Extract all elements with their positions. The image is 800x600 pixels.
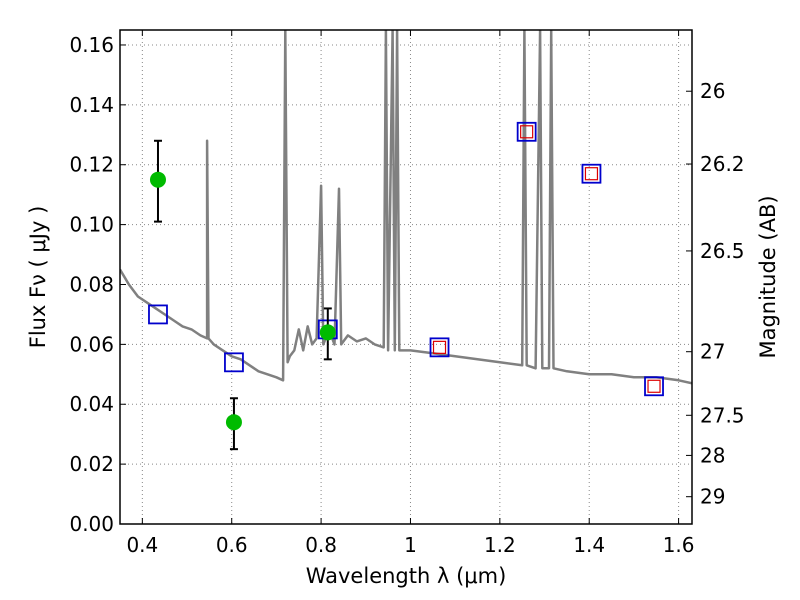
right-tick-label: 29	[700, 485, 725, 509]
y-tick-label: 0.06	[69, 332, 114, 356]
y-axis-title-left: Flux Fν ( μJy )	[26, 206, 50, 349]
x-tick-label: 0.8	[305, 533, 337, 557]
right-tick-label: 26.5	[700, 239, 745, 263]
y-axis-title-right: Magnitude (AB)	[756, 195, 780, 358]
model-box-inner	[647, 379, 661, 393]
model-box	[581, 163, 602, 184]
y-tick-label: 0.16	[69, 33, 114, 57]
x-tick-label: 1.6	[663, 533, 695, 557]
spectrum-line	[120, 30, 692, 385]
y-tick-label: 0.00	[69, 512, 114, 536]
model-box	[429, 337, 450, 358]
right-tick-label: 26	[700, 79, 725, 103]
observed-point	[225, 414, 242, 431]
right-tick-label: 27.5	[700, 403, 745, 427]
y-tick-label: 0.02	[69, 452, 114, 476]
grid-lines	[120, 30, 692, 525]
plot-content	[120, 30, 692, 451]
x-tick-label: 1.2	[484, 533, 516, 557]
right-tick-label: 26.2	[700, 152, 745, 176]
axis-ticks: 0.4 0.6 0.8 1 1.2 1.4 1.6 0.00 0.02 0.04 0.06 0.08 0…	[69, 30, 745, 557]
y-tick-label: 0.04	[69, 392, 114, 416]
y-tick-label: 0.12	[69, 153, 114, 177]
x-tick-label: 1	[404, 533, 417, 557]
model-box-inner	[520, 125, 534, 139]
model-box	[148, 304, 168, 325]
y-tick-label: 0.10	[69, 213, 114, 237]
x-tick-label: 0.6	[216, 533, 248, 557]
right-tick-label: 28	[700, 443, 725, 467]
model-box-inner	[584, 167, 599, 181]
model-box	[516, 121, 537, 142]
y-tick-label: 0.08	[69, 272, 114, 296]
model-box	[224, 352, 244, 373]
observed-point	[319, 324, 336, 341]
model-box-inner	[432, 340, 447, 354]
x-axis-title: Wavelength λ (μm)	[306, 564, 507, 588]
observed-point	[149, 171, 166, 188]
x-tick-label: 0.4	[126, 533, 158, 557]
right-tick-label: 27	[700, 340, 725, 364]
x-tick-label: 1.4	[573, 533, 605, 557]
model-box	[644, 376, 664, 397]
y-tick-label: 0.14	[69, 93, 114, 117]
plot-frame	[119, 29, 693, 525]
